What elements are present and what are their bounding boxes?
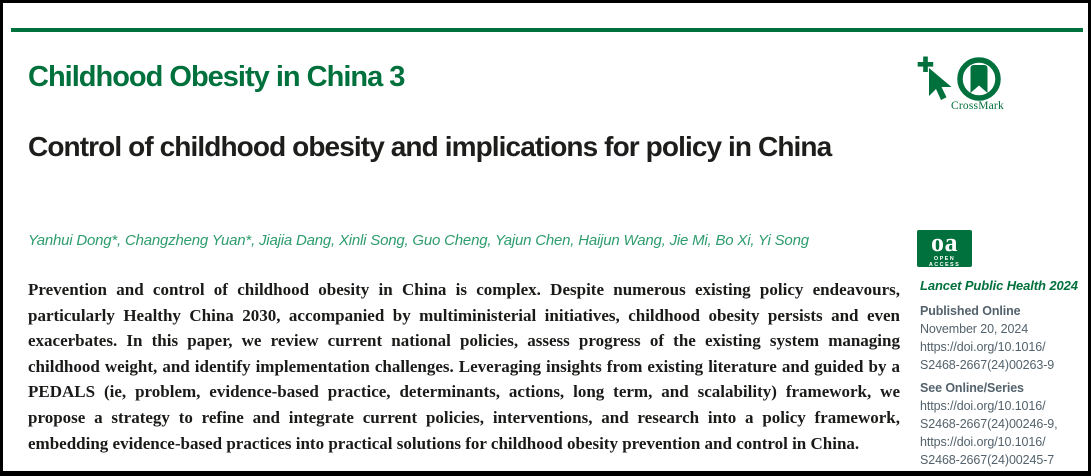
crossmark-widget[interactable]: CrossMark — [915, 55, 1011, 117]
header-rule — [11, 28, 1083, 32]
doi-link-line[interactable]: S2468-2667(24)00263-9 — [920, 358, 1055, 372]
series-title: Childhood Obesity in China 3 — [28, 61, 405, 93]
doi-link-line[interactable]: https://doi.org/10.1016/ — [920, 340, 1046, 354]
crossmark-ring-icon — [957, 57, 1001, 101]
plus-icon — [917, 56, 934, 72]
open-access-oa-icon: oa — [931, 228, 958, 257]
published-online-label: Published Online — [920, 304, 1021, 318]
author-list: Yanhui Dong*, Changzheng Yuan*, Jiajia D… — [28, 232, 809, 249]
bookmark-icon — [970, 65, 988, 93]
series-doi-link-line[interactable]: https://doi.org/10.1016/ — [920, 435, 1046, 449]
cursor-arrow-icon — [929, 68, 952, 100]
citation-sidebar: Lancet Public Health 2024 Published Onli… — [920, 277, 1078, 469]
journal-name: Lancet Public Health 2024 — [920, 278, 1078, 293]
open-access-badge: oa OPEN ACCESS — [917, 228, 972, 268]
series-doi-link-line[interactable]: https://doi.org/10.1016/ — [920, 399, 1046, 413]
crossmark-icon — [917, 56, 1001, 101]
see-online-series-label: See Online/Series — [920, 381, 1024, 395]
article-title: Control of childhood obesity and implica… — [28, 131, 832, 162]
series-doi-link-line[interactable]: S2468-2667(24)00245-7 — [920, 453, 1055, 467]
abstract-text: Prevention and control of childhood obes… — [28, 280, 900, 453]
series-doi-link-line[interactable]: S2468-2667(24)00246-9, — [920, 417, 1058, 431]
crossmark-label: CrossMark — [951, 100, 1004, 112]
open-access-label: OPEN ACCESS — [928, 256, 961, 268]
published-date: November 20, 2024 — [920, 322, 1029, 336]
